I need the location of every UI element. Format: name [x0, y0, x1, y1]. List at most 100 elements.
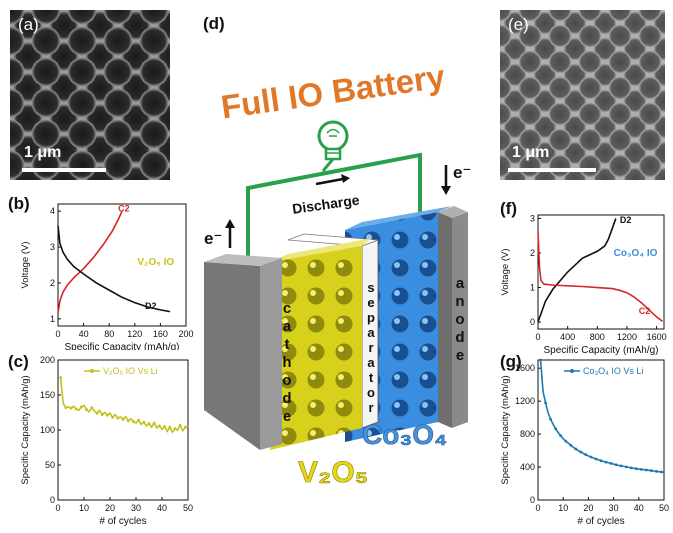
data-point	[174, 427, 177, 430]
y-tick-label: 400	[520, 462, 535, 472]
data-point	[148, 422, 151, 425]
x-tick-label: 10	[79, 503, 89, 513]
data-point	[660, 471, 663, 474]
y-tick-label: 1	[50, 314, 55, 324]
cathode-material-label: V₂O₅	[298, 456, 368, 489]
y-tick-label: 2	[530, 248, 535, 258]
data-point	[655, 470, 658, 473]
data-point	[75, 408, 78, 411]
data-point	[650, 469, 653, 472]
x-tick-label: 0	[55, 329, 60, 339]
scale-bar-label-e: 1 μm	[512, 144, 549, 162]
data-point	[158, 424, 161, 427]
x-tick-label: 0	[535, 332, 540, 342]
data-point	[579, 451, 582, 454]
chart-annotation: Co₃O₄ IO	[614, 248, 658, 259]
chart-annotation: V₂O₅ IO	[137, 257, 174, 268]
data-point	[564, 440, 567, 443]
x-tick-label: 800	[590, 332, 605, 342]
y-tick-label: 0	[530, 495, 535, 505]
data-point	[615, 463, 618, 466]
data-point	[539, 359, 542, 362]
data-point	[179, 424, 182, 427]
data-point	[549, 418, 552, 421]
anode-label: anode	[452, 275, 469, 365]
y-tick-label: 2	[50, 278, 55, 288]
data-point	[137, 419, 140, 422]
scale-bar-label-a: 1 μm	[24, 144, 61, 162]
lightbulb-icon	[319, 122, 347, 159]
y-tick-label: 1600	[515, 363, 535, 373]
cathode-plate	[204, 254, 282, 450]
x-tick-label: 20	[583, 503, 593, 513]
data-point	[584, 453, 587, 456]
data-point	[600, 459, 603, 462]
x-tick-label: 120	[127, 329, 142, 339]
series-line	[541, 360, 664, 472]
x-tick-label: 50	[659, 503, 669, 513]
data-point	[554, 427, 557, 430]
y-axis-label: Voltage (V)	[500, 249, 511, 296]
series-line	[58, 211, 122, 313]
series-label: C2	[639, 306, 651, 316]
data-point	[605, 461, 608, 464]
data-point	[625, 465, 628, 468]
electron-down-arrow-icon	[441, 165, 451, 195]
y-axis-label: Voltage (V)	[20, 242, 31, 289]
y-tick-label: 0	[530, 317, 535, 327]
data-point	[64, 406, 67, 409]
chart-f-voltage-co3o4: 0 400 800 1200 16000123Specific Capacity (mA…	[490, 195, 673, 360]
data-point	[168, 426, 171, 429]
data-point	[620, 465, 623, 468]
series-line	[61, 378, 188, 433]
x-tick-label: 1200	[617, 332, 637, 342]
battery-schematic: Full IO Battery Discharge e⁻ e⁻	[190, 30, 490, 500]
panel-label-e: (e)	[508, 15, 529, 35]
data-point	[59, 376, 62, 379]
y-tick-label: 0	[50, 495, 55, 505]
x-tick-label: 30	[131, 503, 141, 513]
x-tick-label: 50	[183, 503, 193, 513]
scale-bar-a	[22, 168, 106, 172]
x-tick-label: 20	[105, 503, 115, 513]
scale-bar-e	[508, 168, 596, 172]
x-tick-label: 1600	[647, 332, 667, 342]
battery-title: Full IO Battery	[219, 57, 448, 125]
legend-marker	[90, 369, 94, 373]
data-point	[80, 406, 83, 409]
y-tick-label: 1	[530, 283, 535, 293]
data-point	[640, 468, 643, 471]
x-tick-label: 80	[104, 329, 114, 339]
legend-label: V₂O₅ IO Vs Li	[103, 366, 158, 376]
data-point	[569, 444, 572, 447]
x-axis-label: Specific Capacity (mAh/g)	[64, 342, 179, 350]
y-tick-label: 100	[40, 425, 55, 435]
chart-g-cycling-co3o4: 0 10 20 30 40 50 0 400 800 1200 1600 # of cycles Spe…	[490, 350, 673, 533]
data-point	[595, 458, 598, 461]
data-point	[96, 412, 99, 415]
data-point	[90, 406, 93, 409]
y-tick-label: 800	[520, 429, 535, 439]
x-axis-label: # of cycles	[577, 516, 624, 527]
chart-b-voltage-v2o5: 0 40 80 120 160 2001234Specific Capacity (mAh…	[0, 190, 200, 350]
series-line	[538, 218, 616, 322]
x-axis-label: # of cycles	[99, 516, 146, 527]
data-point	[142, 421, 145, 424]
y-tick-label: 3	[530, 213, 535, 223]
discharge-label: Discharge	[291, 192, 360, 217]
y-axis-label: Specific Capacity (mAh/g)	[20, 375, 31, 484]
electron-right-label: e⁻	[453, 163, 471, 182]
x-tick-label: 200	[178, 329, 193, 339]
y-tick-label: 3	[50, 242, 55, 252]
data-point	[132, 420, 135, 423]
legend-label: Co₃O₄ IO Vs Li	[583, 366, 643, 376]
electron-left-label: e⁻	[204, 229, 222, 248]
y-tick-label: 150	[40, 390, 55, 400]
x-tick-label: 400	[560, 332, 575, 342]
data-point	[645, 469, 648, 472]
x-tick-label: 10	[558, 503, 568, 513]
data-point	[559, 434, 562, 437]
data-point	[544, 401, 547, 404]
data-point	[630, 466, 633, 469]
data-point	[122, 418, 125, 421]
